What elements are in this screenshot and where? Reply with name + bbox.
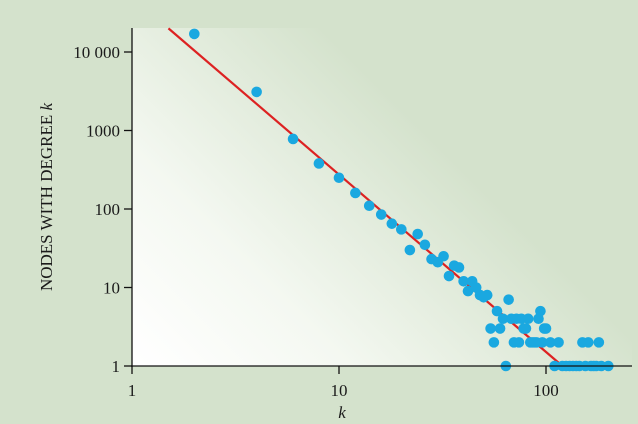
data-point xyxy=(396,224,407,235)
data-point xyxy=(462,285,474,297)
data-point xyxy=(375,209,387,220)
data-point xyxy=(485,323,496,334)
y-axis-label-main: NODES WITH DEGREE xyxy=(37,111,56,292)
data-point xyxy=(535,305,546,317)
data-point xyxy=(443,270,455,282)
data-point xyxy=(503,294,514,305)
data-point xyxy=(453,262,465,273)
data-point xyxy=(412,228,424,240)
data-point xyxy=(593,337,605,348)
data-point xyxy=(494,323,506,334)
x-tick-label: 10 xyxy=(331,381,348,400)
data-point xyxy=(386,218,398,229)
data-point xyxy=(481,289,493,301)
data-point xyxy=(438,250,449,262)
data-point xyxy=(540,323,552,334)
y-tick-label: 10 000 xyxy=(73,43,120,62)
y-axis-label-var: k xyxy=(37,103,56,111)
y-tick-label: 100 xyxy=(95,200,121,219)
data-point xyxy=(404,244,416,256)
data-point xyxy=(488,337,500,348)
x-tick-label: 1 xyxy=(128,381,137,400)
data-point xyxy=(553,337,564,348)
y-axis-label: NODES WITH DEGREE k xyxy=(37,103,56,292)
data-point xyxy=(497,313,509,325)
data-point xyxy=(333,172,345,184)
y-tick-label: 1000 xyxy=(86,122,120,141)
data-point xyxy=(522,313,534,325)
data-point xyxy=(251,86,262,98)
plot-area xyxy=(132,28,632,366)
data-point xyxy=(350,187,361,199)
data-point xyxy=(287,133,299,145)
data-point xyxy=(419,239,431,251)
data-point xyxy=(582,337,594,348)
x-tick-label: 100 xyxy=(533,381,559,400)
data-point xyxy=(545,337,556,348)
data-point xyxy=(520,323,532,334)
data-point xyxy=(458,275,469,287)
data-point xyxy=(189,28,200,40)
data-point xyxy=(491,305,503,317)
data-point xyxy=(513,337,525,348)
data-point xyxy=(537,337,548,348)
y-tick-label: 1 xyxy=(112,357,121,376)
y-tick-label: 10 xyxy=(103,279,120,298)
data-point xyxy=(363,200,375,212)
data-point xyxy=(313,158,325,169)
x-axis-label: k xyxy=(338,403,346,422)
